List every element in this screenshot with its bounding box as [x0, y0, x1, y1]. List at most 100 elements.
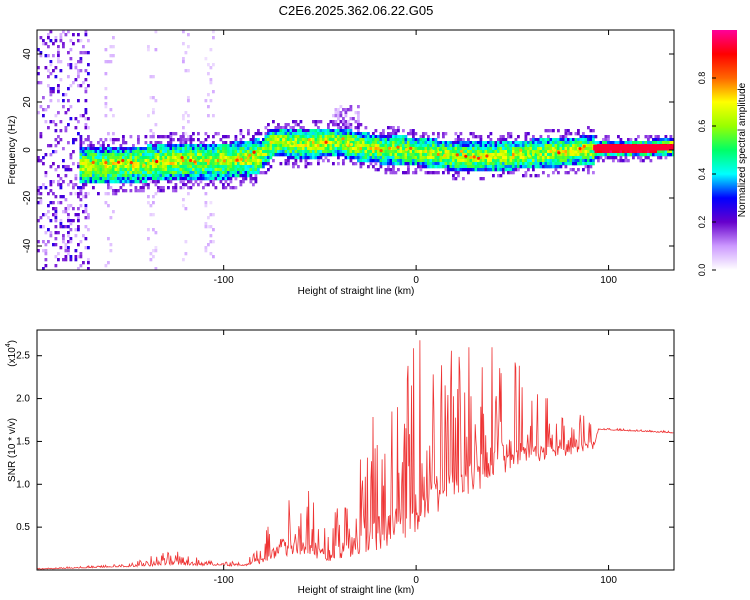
heat-cell [374, 159, 378, 163]
ridge-mark [222, 159, 226, 163]
heat-cell [434, 165, 438, 169]
heat-cell [187, 120, 190, 124]
heat-cell [474, 147, 478, 151]
heat-cell [237, 162, 240, 166]
heat-cell [357, 126, 360, 130]
heat-cell [334, 135, 338, 139]
heat-cell [184, 150, 188, 154]
heat-cell [564, 147, 568, 151]
heat-cell [234, 162, 238, 166]
heat-cell [447, 171, 450, 175]
heat-cell [199, 180, 203, 184]
heat-cell [104, 72, 108, 76]
heat-cell [287, 147, 290, 151]
heat-cell [592, 135, 595, 139]
heat-cell [329, 135, 333, 139]
heat-cell [64, 129, 68, 133]
heat-cell [409, 144, 413, 148]
heat-cell [144, 183, 148, 187]
heat-cell [284, 153, 288, 157]
heat-cell [82, 114, 85, 118]
heat-cell [444, 132, 448, 136]
heat-cell [52, 213, 55, 217]
heat-cell [222, 135, 225, 139]
ridge-mark [396, 145, 400, 149]
heat-cell [232, 147, 235, 151]
heat-cell [62, 45, 65, 49]
heat-cell [542, 159, 545, 163]
heat-cell [237, 144, 240, 148]
heat-cell [109, 177, 113, 181]
heat-cell [527, 144, 530, 148]
heat-cell [522, 174, 525, 178]
heat-cell [182, 168, 185, 172]
heat-cell [487, 144, 490, 148]
heat-cell [177, 171, 180, 175]
heat-cell [529, 156, 533, 160]
heat-cell [489, 138, 493, 142]
heat-cell [154, 171, 158, 175]
heat-cell [262, 141, 265, 145]
heat-cell [404, 171, 408, 175]
heat-cell [299, 159, 303, 163]
heat-cell [187, 180, 190, 184]
heat-cell [557, 147, 560, 151]
heat-cell [64, 210, 68, 214]
heat-cell [644, 150, 648, 154]
heat-cell [467, 156, 470, 160]
heat-cell [112, 132, 115, 136]
heat-cell [57, 87, 60, 91]
heat-cell [344, 108, 348, 112]
heat-cell [392, 147, 395, 151]
heat-cell [327, 150, 330, 154]
heat-cell [289, 150, 293, 154]
heat-cell [362, 156, 365, 160]
heat-cell [347, 153, 350, 157]
heat-cell [172, 171, 175, 175]
heat-cell [312, 132, 315, 136]
heat-cell [512, 165, 515, 169]
ridge-mark [388, 146, 392, 150]
heat-cell [54, 39, 58, 43]
heat-cell [87, 138, 90, 142]
heat-cell [619, 150, 623, 154]
heat-cell [384, 147, 388, 151]
heat-cell [119, 147, 123, 151]
heat-cell [664, 153, 668, 157]
heat-cell [337, 138, 340, 142]
heat-cell [112, 114, 115, 118]
heat-cell [639, 159, 643, 163]
heat-cell [172, 138, 175, 142]
heat-cell [407, 162, 410, 166]
heat-cell [77, 207, 80, 211]
heat-cell [57, 183, 60, 187]
heat-cell [197, 177, 200, 181]
heat-cell [82, 180, 85, 184]
heat-cell [642, 141, 645, 145]
heat-cell [269, 132, 273, 136]
heat-cell [77, 39, 80, 43]
heat-cell [494, 144, 498, 148]
heat-cell [77, 255, 80, 259]
heat-cell [149, 150, 153, 154]
heat-cell [324, 138, 328, 142]
heat-cell [102, 147, 105, 151]
heat-cell [514, 168, 518, 172]
ridge-mark [328, 137, 332, 141]
heat-cell [54, 144, 58, 148]
heat-cell [82, 45, 85, 49]
heat-cell [227, 153, 230, 157]
heat-cell [214, 171, 218, 175]
heat-cell [147, 228, 150, 232]
heat-cell [389, 153, 393, 157]
heat-cell [407, 153, 410, 157]
heat-cell [554, 162, 558, 166]
heat-cell [444, 168, 448, 172]
heat-cell [532, 156, 535, 160]
heat-cell [207, 243, 210, 247]
heat-cell [664, 156, 668, 160]
heat-cell [499, 174, 503, 178]
heat-cell [174, 147, 178, 151]
heat-cell [42, 249, 45, 253]
heat-cell [357, 150, 360, 154]
